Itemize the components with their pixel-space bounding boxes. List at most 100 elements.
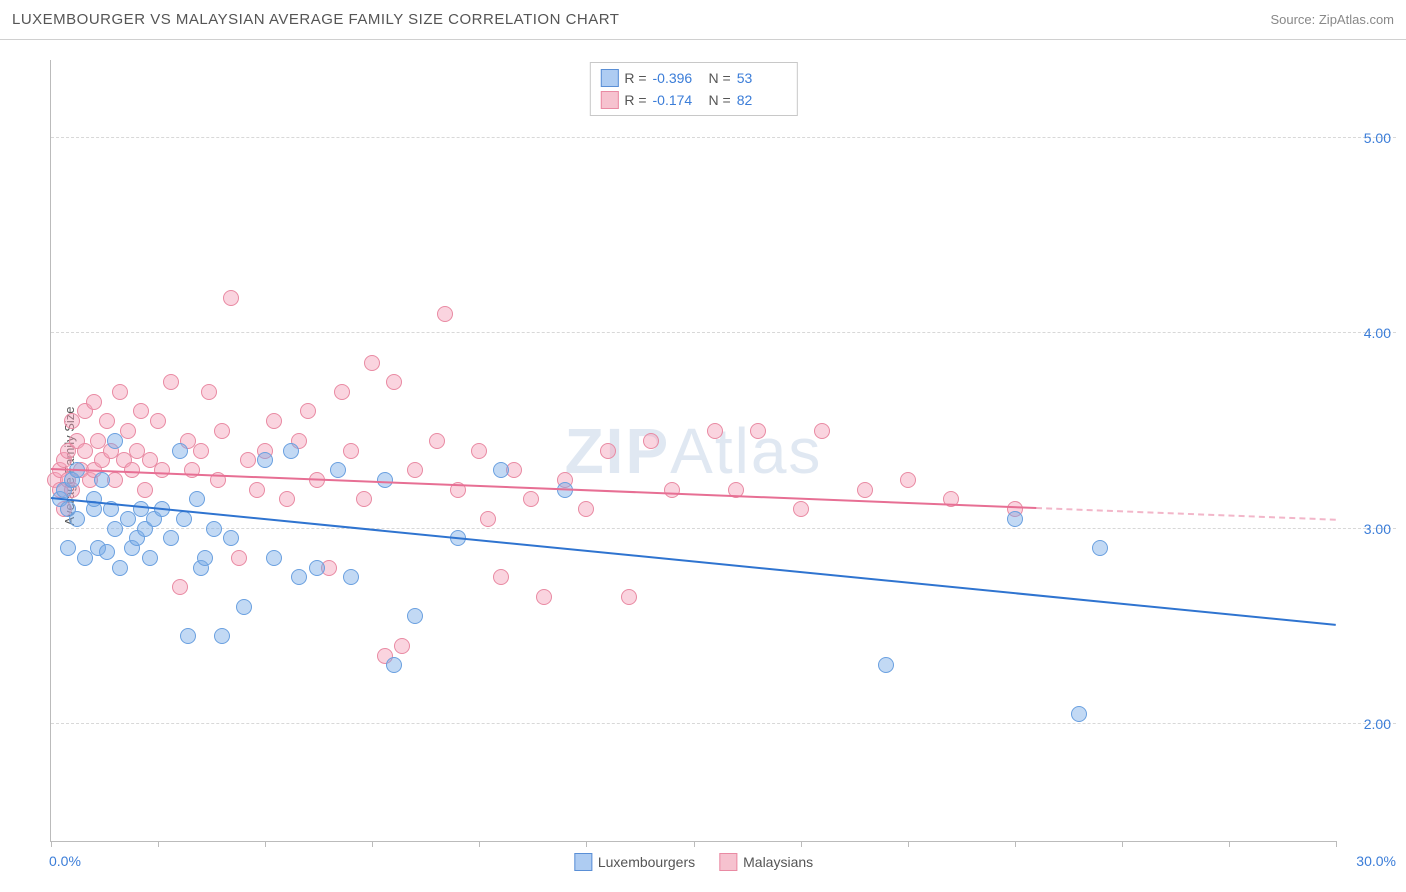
scatter-point xyxy=(429,433,445,449)
scatter-point xyxy=(377,472,393,488)
x-tick xyxy=(372,841,373,847)
scatter-point xyxy=(206,521,222,537)
scatter-point xyxy=(437,306,453,322)
scatter-point xyxy=(309,560,325,576)
scatter-point xyxy=(471,443,487,459)
scatter-point xyxy=(172,579,188,595)
gridline xyxy=(51,723,1396,724)
x-axis-min-label: 0.0% xyxy=(49,853,81,869)
scatter-point xyxy=(283,443,299,459)
stats-swatch-0 xyxy=(600,69,618,87)
scatter-point xyxy=(249,482,265,498)
scatter-point xyxy=(223,530,239,546)
scatter-point xyxy=(189,491,205,507)
scatter-point xyxy=(386,657,402,673)
scatter-point xyxy=(69,511,85,527)
scatter-point xyxy=(240,452,256,468)
scatter-point xyxy=(1071,706,1087,722)
stats-n-label-0: N = xyxy=(709,67,731,89)
scatter-point xyxy=(163,374,179,390)
gridline xyxy=(51,332,1396,333)
stats-r-label-0: R = xyxy=(624,67,646,89)
x-tick xyxy=(1015,841,1016,847)
stats-swatch-1 xyxy=(600,91,618,109)
stats-row-1: R = -0.174 N = 82 xyxy=(600,89,786,111)
scatter-point xyxy=(394,638,410,654)
chart-source: Source: ZipAtlas.com xyxy=(1270,12,1394,27)
trend-line-dash xyxy=(1036,507,1336,521)
scatter-point xyxy=(154,462,170,478)
x-tick xyxy=(908,841,909,847)
legend-swatch-1 xyxy=(719,853,737,871)
legend-item-0: Luxembourgers xyxy=(574,853,695,871)
scatter-point xyxy=(334,384,350,400)
x-axis-max-label: 30.0% xyxy=(1356,853,1396,869)
scatter-point xyxy=(343,443,359,459)
x-tick xyxy=(801,841,802,847)
legend: Luxembourgers Malaysians xyxy=(574,853,813,871)
stats-n-value-0: 53 xyxy=(737,67,787,89)
scatter-point xyxy=(900,472,916,488)
stats-box: R = -0.396 N = 53 R = -0.174 N = 82 xyxy=(589,62,797,116)
chart-area: Average Family Size ZIPAtlas R = -0.396 … xyxy=(0,40,1406,892)
scatter-point xyxy=(707,423,723,439)
scatter-point xyxy=(266,550,282,566)
scatter-point xyxy=(223,290,239,306)
y-tick-label: 4.00 xyxy=(1341,325,1391,341)
scatter-point xyxy=(163,530,179,546)
scatter-point xyxy=(94,472,110,488)
scatter-point xyxy=(750,423,766,439)
scatter-point xyxy=(172,443,188,459)
scatter-point xyxy=(664,482,680,498)
scatter-point xyxy=(857,482,873,498)
scatter-point xyxy=(214,423,230,439)
scatter-point xyxy=(523,491,539,507)
stats-n-label-1: N = xyxy=(709,89,731,111)
scatter-point xyxy=(266,413,282,429)
x-tick xyxy=(265,841,266,847)
x-tick xyxy=(1122,841,1123,847)
scatter-point xyxy=(112,384,128,400)
legend-item-1: Malaysians xyxy=(719,853,813,871)
chart-header: LUXEMBOURGER VS MALAYSIAN AVERAGE FAMILY… xyxy=(0,0,1406,40)
scatter-point xyxy=(493,569,509,585)
scatter-point xyxy=(343,569,359,585)
scatter-point xyxy=(364,355,380,371)
scatter-point xyxy=(878,657,894,673)
gridline xyxy=(51,137,1396,138)
scatter-point xyxy=(193,443,209,459)
watermark-part2: Atlas xyxy=(670,415,822,487)
scatter-point xyxy=(1007,511,1023,527)
scatter-point xyxy=(60,540,76,556)
legend-label-1: Malaysians xyxy=(743,854,813,870)
scatter-point xyxy=(112,560,128,576)
scatter-point xyxy=(621,589,637,605)
stats-r-value-1: -0.174 xyxy=(653,89,703,111)
scatter-point xyxy=(86,491,102,507)
x-tick xyxy=(1336,841,1337,847)
scatter-point xyxy=(231,550,247,566)
stats-r-value-0: -0.396 xyxy=(653,67,703,89)
scatter-point xyxy=(356,491,372,507)
scatter-point xyxy=(107,433,123,449)
y-tick-label: 3.00 xyxy=(1341,521,1391,537)
scatter-point xyxy=(480,511,496,527)
stats-n-value-1: 82 xyxy=(737,89,787,111)
scatter-point xyxy=(291,569,307,585)
watermark-part1: ZIP xyxy=(565,415,671,487)
gridline xyxy=(51,528,1396,529)
scatter-point xyxy=(600,443,616,459)
y-tick-label: 5.00 xyxy=(1341,130,1391,146)
y-tick-label: 2.00 xyxy=(1341,716,1391,732)
scatter-point xyxy=(407,462,423,478)
scatter-point xyxy=(330,462,346,478)
scatter-point xyxy=(133,403,149,419)
stats-r-label-1: R = xyxy=(624,89,646,111)
scatter-point xyxy=(643,433,659,449)
x-tick xyxy=(158,841,159,847)
stats-row-0: R = -0.396 N = 53 xyxy=(600,67,786,89)
scatter-point xyxy=(99,413,115,429)
scatter-point xyxy=(279,491,295,507)
scatter-point xyxy=(386,374,402,390)
scatter-point xyxy=(300,403,316,419)
